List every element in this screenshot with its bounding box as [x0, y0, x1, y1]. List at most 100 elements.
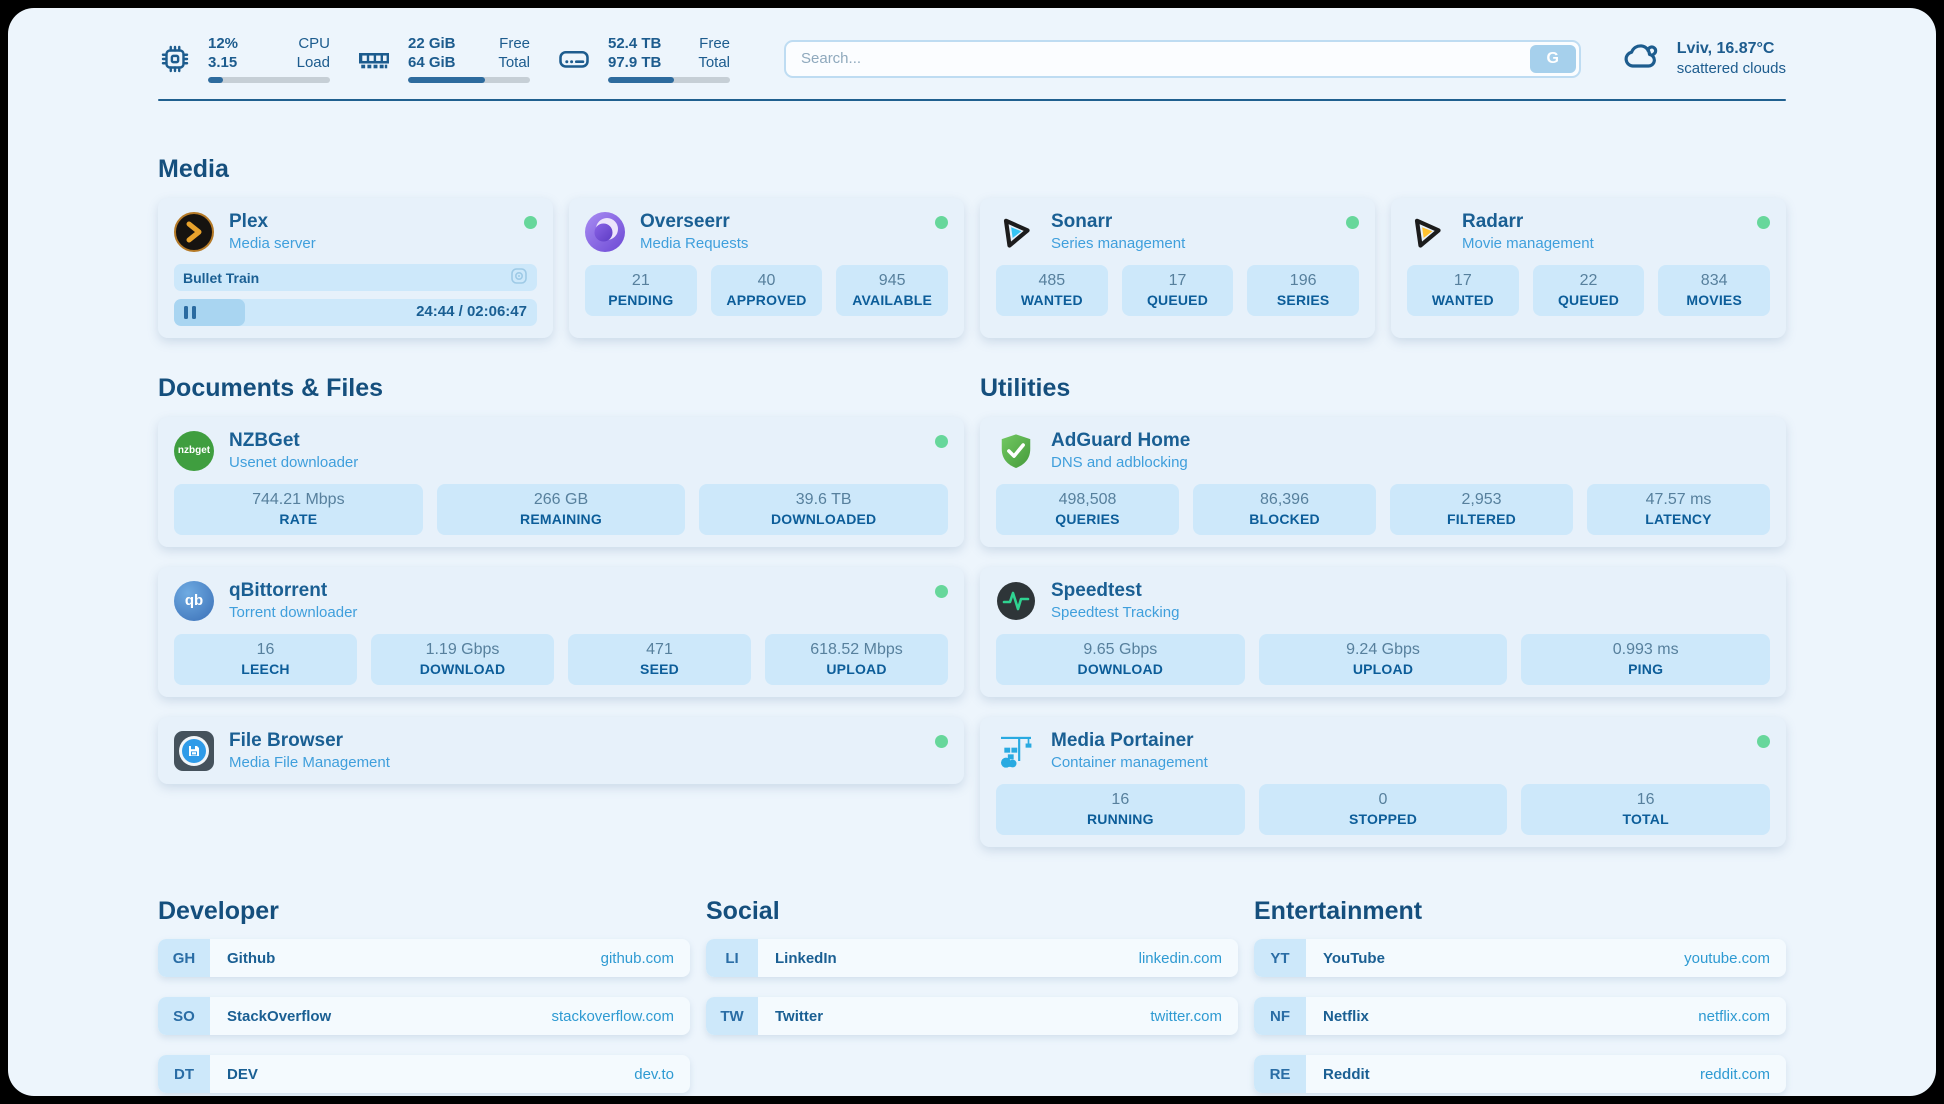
stat-approved: 40 APPROVED	[710, 265, 823, 316]
stat-blocked: 86,396 BLOCKED	[1193, 484, 1376, 535]
app-name: Media Portainer	[1051, 730, 1194, 751]
stat-rate: 744.21 Mbps RATE	[174, 484, 423, 535]
top-bar: 12% 3.15 CPU Load 22 GiB 64 GiB Free Total	[158, 34, 1786, 83]
bookmark-name: StackOverflow	[227, 1007, 332, 1025]
entertainment-column: Entertainment YT YouTube youtube.com NF …	[1254, 897, 1786, 1093]
ram-widget: 22 GiB 64 GiB Free Total	[356, 34, 530, 83]
app-card-filebrowser[interactable]: File Browser Media File Management	[158, 717, 964, 784]
weather-location-temp: Lviv, 16.87°C	[1676, 40, 1775, 57]
app-subtitle: Torrent downloader	[229, 604, 358, 621]
dashboard-page: 12% 3.15 CPU Load 22 GiB 64 GiB Free Total	[8, 8, 1936, 1096]
app-card-portainer[interactable]: Media Portainer Container management 16 R…	[980, 717, 1786, 847]
bookmark-dev[interactable]: DT DEV dev.to	[158, 1055, 690, 1093]
stat-latency: 47.57 ms LATENCY	[1587, 484, 1770, 535]
ram-progress-track	[408, 77, 530, 83]
app-card-qbittorrent[interactable]: qb qBittorrent Torrent downloader 16 LEEC…	[158, 567, 964, 697]
filebrowser-logo-icon	[174, 730, 214, 771]
developer-column: Developer GH Github github.com SO StackO…	[158, 897, 690, 1093]
status-dot	[1757, 216, 1770, 229]
bookmark-url[interactable]: linkedin.com	[1138, 949, 1222, 967]
app-subtitle: Media File Management	[229, 754, 390, 771]
stat-movies: 834 MOVIES	[1658, 265, 1770, 316]
section-title-entertainment: Entertainment	[1254, 897, 1423, 925]
bookmark-netflix[interactable]: NF Netflix netflix.com	[1254, 997, 1786, 1035]
playback-time: 24:44 / 02:06:47	[416, 303, 527, 320]
cpu-icon	[158, 42, 192, 76]
status-dot	[935, 216, 948, 229]
now-playing-row: Bullet Train	[174, 264, 537, 291]
stat-pending: 21 PENDING	[585, 265, 697, 316]
bookmark-url[interactable]: reddit.com	[1699, 1065, 1770, 1083]
bookmark-url[interactable]: github.com	[600, 949, 674, 967]
bookmark-abbr: SO	[158, 997, 210, 1035]
stat-upload: 9.24 Gbps UPLOAD	[1258, 634, 1508, 685]
stat-upload: 618.52 Mbps UPLOAD	[765, 634, 948, 685]
cpu-label-1: CPU	[298, 35, 330, 52]
cpu-progress-fill	[208, 77, 223, 83]
bookmark-linkedin[interactable]: LI LinkedIn linkedin.com	[706, 939, 1238, 977]
stat-wanted: 485 WANTED	[996, 265, 1108, 316]
bookmark-abbr: NF	[1254, 997, 1306, 1035]
status-dot	[935, 435, 948, 448]
search-input[interactable]	[789, 50, 1530, 67]
cpu-label-2: Load	[296, 54, 330, 71]
bookmark-stackoverflow[interactable]: SO StackOverflow stackoverflow.com	[158, 997, 690, 1035]
app-name: Sonarr	[1051, 211, 1113, 232]
app-card-adguard[interactable]: AdGuard Home DNS and adblocking 498,508 Q…	[980, 417, 1786, 547]
bookmark-url[interactable]: stackoverflow.com	[551, 1007, 674, 1025]
status-dot	[524, 216, 537, 229]
bookmark-name: Github	[227, 949, 276, 967]
playback-progress-bar[interactable]: 24:44 / 02:06:47	[174, 299, 537, 326]
bookmark-github[interactable]: GH Github github.com	[158, 939, 690, 977]
portainer-logo-icon	[996, 731, 1036, 771]
app-subtitle: Container management	[1051, 754, 1208, 771]
stat-download: 1.19 Gbps DOWNLOAD	[371, 634, 554, 685]
app-name: NZBGet	[229, 430, 300, 451]
disk-widget: 52.4 TB 97.9 TB Free Total	[556, 34, 730, 83]
status-dot	[1757, 735, 1770, 748]
status-dot	[935, 735, 948, 748]
bookmark-url[interactable]: netflix.com	[1698, 1007, 1770, 1025]
qbittorrent-logo-icon: qb	[174, 580, 214, 621]
section-title-media: Media	[158, 155, 229, 183]
disk-progress-fill	[608, 77, 674, 83]
app-subtitle: Series management	[1051, 235, 1186, 252]
stat-filtered: 2,953 FILTERED	[1390, 484, 1573, 535]
bookmark-name: LinkedIn	[775, 949, 837, 967]
stat-available: 945 AVAILABLE	[836, 265, 948, 316]
app-name: Plex	[229, 211, 269, 232]
app-card-plex[interactable]: Plex Media server Bullet Train 24:44 / 0…	[158, 198, 553, 338]
stat-downloaded: 39.6 TB DOWNLOADED	[699, 484, 948, 535]
stat-series: 196 SERIES	[1247, 265, 1359, 316]
session-indicator-icon[interactable]	[510, 267, 528, 288]
bookmark-abbr: GH	[158, 939, 210, 977]
search-button[interactable]: G	[1529, 44, 1576, 73]
app-card-nzbget[interactable]: nzbget NZBGet Usenet downloader 744.21 M…	[158, 417, 964, 547]
app-card-sonarr[interactable]: Sonarr Series management 485 WANTED 17 QUE…	[980, 198, 1375, 338]
media-cards-row: Plex Media server Bullet Train 24:44 / 0…	[158, 198, 1786, 338]
weather-widget: Lviv, 16.87°C scattered clouds	[1619, 36, 1786, 81]
disk-label-2: Total	[698, 54, 730, 71]
stat-stopped: 0 STOPPED	[1258, 784, 1508, 835]
bookmark-url[interactable]: youtube.com	[1684, 949, 1770, 967]
app-card-overseerr[interactable]: Overseerr Media Requests 21 PENDING 40 APP…	[569, 198, 964, 338]
disk-icon	[556, 41, 592, 77]
radarr-logo-icon	[1407, 212, 1447, 252]
bookmark-url[interactable]: dev.to	[634, 1065, 674, 1083]
bookmark-youtube[interactable]: YT YouTube youtube.com	[1254, 939, 1786, 977]
disk-progress-track	[608, 77, 730, 83]
section-title-utilities: Utilities	[980, 374, 1071, 402]
app-name: Radarr	[1462, 211, 1524, 232]
app-card-radarr[interactable]: Radarr Movie management 17 WANTED 22 QUEUE…	[1391, 198, 1786, 338]
utilities-column: Utilities AdGuard Home	[980, 374, 1786, 847]
pause-icon[interactable]	[184, 306, 196, 319]
section-title-social: Social	[706, 897, 780, 925]
bookmark-reddit[interactable]: RE Reddit reddit.com	[1254, 1055, 1786, 1093]
sonarr-logo-icon	[996, 212, 1036, 252]
bookmark-url[interactable]: twitter.com	[1150, 1007, 1222, 1025]
app-card-speedtest[interactable]: Speedtest Speedtest Tracking 9.65 Gbps DO…	[980, 567, 1786, 697]
bookmark-name: Reddit	[1323, 1065, 1370, 1083]
bookmark-twitter[interactable]: TW Twitter twitter.com	[706, 997, 1238, 1035]
now-playing-title: Bullet Train	[183, 269, 260, 286]
ram-progress-fill	[408, 77, 485, 83]
